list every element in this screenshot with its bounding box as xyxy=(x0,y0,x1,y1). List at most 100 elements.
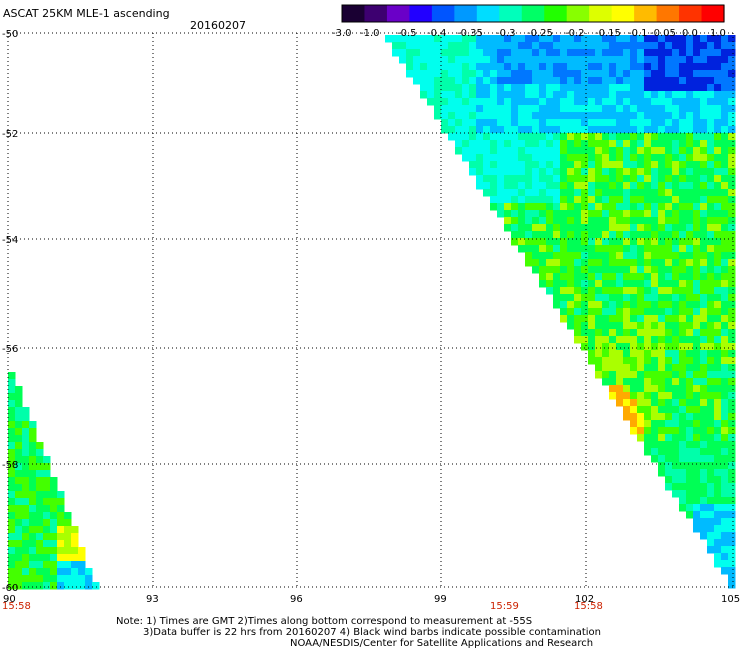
swath-cell xyxy=(665,168,673,176)
swath-cell xyxy=(57,575,65,583)
swath-cell xyxy=(637,196,645,204)
swath-cell xyxy=(700,371,708,379)
swath-cell xyxy=(553,168,561,176)
swath-cell xyxy=(651,245,659,253)
colorbar-label: -0.2 xyxy=(565,28,585,39)
swath-cell xyxy=(539,35,547,43)
swath-cell xyxy=(728,427,736,435)
swath-cell xyxy=(546,287,554,295)
swath-cell xyxy=(623,133,631,141)
swath-cell xyxy=(637,371,645,379)
swath-cell xyxy=(609,252,617,260)
swath-cell xyxy=(700,147,708,155)
swath-cell xyxy=(490,112,498,120)
swath-cell xyxy=(567,231,575,239)
swath-cell xyxy=(714,63,722,71)
swath-cell xyxy=(679,469,687,477)
swath-cell xyxy=(469,91,477,99)
swath-cell xyxy=(637,322,645,330)
swath-cell xyxy=(714,392,722,400)
swath-cell xyxy=(644,399,652,407)
swath-cell xyxy=(665,371,673,379)
swath-cell xyxy=(78,575,86,583)
swath-cell xyxy=(595,266,603,274)
swath-cell xyxy=(700,119,708,127)
swath-cell xyxy=(518,245,526,253)
swath-cell xyxy=(644,448,652,456)
swath-cell xyxy=(623,238,631,246)
swath-cell xyxy=(8,470,16,478)
swath-cell xyxy=(616,378,624,386)
swath-cell xyxy=(686,497,694,505)
swath-cell xyxy=(651,364,659,372)
swath-cell xyxy=(602,77,610,85)
swath-cell xyxy=(462,63,470,71)
swath-cell xyxy=(658,161,666,169)
swath-cell xyxy=(43,519,51,527)
swath-cell xyxy=(92,582,100,590)
swath-cell xyxy=(490,77,498,85)
swath-cell xyxy=(623,259,631,267)
swath-cell xyxy=(64,526,72,534)
swath-cell xyxy=(602,238,610,246)
swath-cell xyxy=(623,42,631,50)
swath-cell xyxy=(469,77,477,85)
swath-cell xyxy=(36,582,44,590)
swath-cell xyxy=(588,119,596,127)
swath-cell xyxy=(490,56,498,64)
swath-cell xyxy=(686,49,694,57)
swath-cell xyxy=(630,189,638,197)
colorbar-label: -0.4 xyxy=(427,28,447,39)
swath-cell xyxy=(602,308,610,316)
swath-cell xyxy=(455,126,463,134)
swath-cell xyxy=(672,329,680,337)
swath-cell xyxy=(560,119,568,127)
swath-cell xyxy=(679,231,687,239)
swath-cell xyxy=(637,189,645,197)
swath-cell xyxy=(539,133,547,141)
colorbar-label: -0.5 xyxy=(397,28,417,39)
swath-cell xyxy=(686,35,694,43)
swath-cell xyxy=(651,133,659,141)
swath-cell xyxy=(714,301,722,309)
swath-cell xyxy=(36,568,44,576)
swath-cell xyxy=(630,84,638,92)
swath-cell xyxy=(602,315,610,323)
swath-cell xyxy=(595,140,603,148)
swath-cell xyxy=(721,455,729,463)
swath-cell xyxy=(469,161,477,169)
swath-cell xyxy=(413,56,421,64)
swath-cell xyxy=(714,343,722,351)
swath-cell xyxy=(609,322,617,330)
swath-cell xyxy=(707,357,715,365)
swath-cell xyxy=(22,561,30,569)
swath-cell xyxy=(399,35,407,43)
swath-cell xyxy=(581,49,589,57)
swath-cell xyxy=(728,294,736,302)
swath-cell xyxy=(574,217,582,225)
swath-cell xyxy=(560,280,568,288)
swath-cell xyxy=(57,519,65,527)
swath-cell xyxy=(679,224,687,232)
swath-cell xyxy=(567,84,575,92)
swath-cell xyxy=(623,203,631,211)
swath-cell xyxy=(595,259,603,267)
swath-cell xyxy=(672,427,680,435)
swath-cell xyxy=(644,133,652,141)
swath-cell xyxy=(728,245,736,253)
swath-cell xyxy=(497,70,505,78)
swath-cell xyxy=(637,343,645,351)
swath-cell xyxy=(728,238,736,246)
swath-cell xyxy=(728,231,736,239)
swath-cell xyxy=(8,519,16,527)
swath-cell xyxy=(623,329,631,337)
swath-cell xyxy=(588,91,596,99)
swath-cell xyxy=(15,491,23,499)
swath-cell xyxy=(686,413,694,421)
swath-cell xyxy=(637,427,645,435)
swath-cell xyxy=(22,414,30,422)
swath-cell xyxy=(8,456,16,464)
swath-cell xyxy=(665,280,673,288)
time-labels: 15:58 15:59 15:58 xyxy=(2,601,603,612)
swath-cell xyxy=(553,182,561,190)
